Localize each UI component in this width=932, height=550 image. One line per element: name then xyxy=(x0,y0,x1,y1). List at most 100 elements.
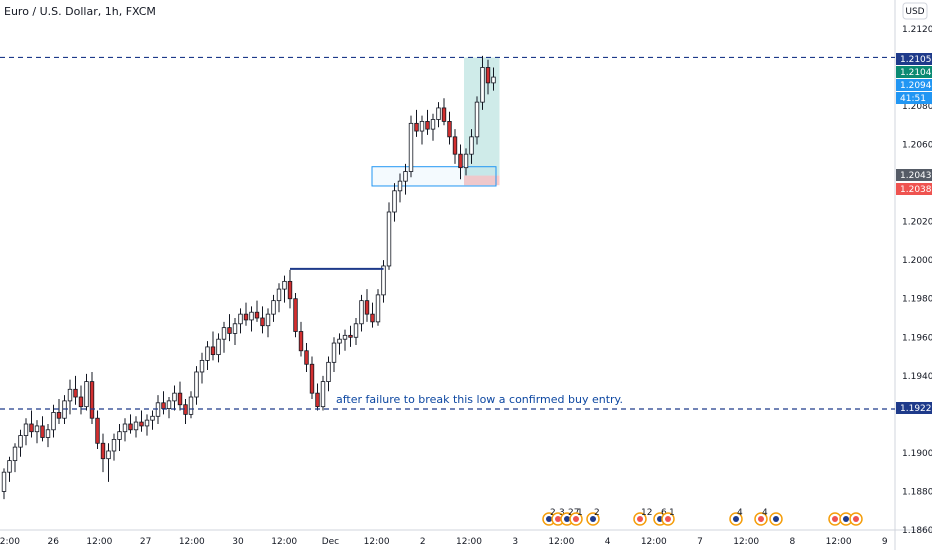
candle-body xyxy=(1,471,7,492)
candle-body xyxy=(337,338,342,344)
x-tick-label: 3 xyxy=(512,537,518,547)
candle-body xyxy=(144,419,150,427)
candle-body xyxy=(89,381,95,419)
flag-icon xyxy=(590,516,596,522)
event-badge[interactable]: 4 xyxy=(729,508,743,526)
candle-body xyxy=(161,402,166,409)
currency-button[interactable]: USD xyxy=(902,2,928,20)
event-badge[interactable]: 1 xyxy=(661,508,675,526)
candle-body xyxy=(56,412,62,419)
candle-body xyxy=(320,381,326,408)
candle-body xyxy=(139,421,144,427)
candle-body xyxy=(51,412,56,431)
event-badge[interactable]: 1 xyxy=(569,508,583,526)
x-tick-label: 12:00 xyxy=(86,537,112,547)
x-tick-label: 12:00 xyxy=(179,537,205,547)
candle-body xyxy=(282,280,287,290)
x-tick-label: 30 xyxy=(232,537,244,547)
candle-body xyxy=(67,388,73,402)
event-badge-count: 1 xyxy=(669,508,675,518)
currency-button-label: USD xyxy=(905,7,924,17)
price-tag-label: 1.21047 xyxy=(900,68,932,78)
candle-body xyxy=(100,442,106,460)
event-badge-count: 3 xyxy=(559,508,565,518)
candle-body xyxy=(95,417,100,444)
candle-body xyxy=(480,67,485,103)
event-badge-count: 2 xyxy=(594,508,600,518)
event-badge-count: 4 xyxy=(737,508,743,518)
price-tag-label: 41:51 xyxy=(900,94,926,104)
candle-body xyxy=(150,415,155,421)
event-badge[interactable] xyxy=(828,512,842,526)
candle-body xyxy=(12,446,18,462)
candle-body xyxy=(348,334,353,338)
candle-body xyxy=(78,396,84,408)
x-tick-label: 7 xyxy=(697,537,703,547)
candle-body xyxy=(199,359,205,373)
x-tick-label: 12:00 xyxy=(456,537,482,547)
candle-body xyxy=(419,121,425,132)
candle-body xyxy=(474,101,480,138)
event-badge[interactable]: 4 xyxy=(754,508,768,526)
x-tick-label: 12:00 xyxy=(0,537,20,547)
price-tag xyxy=(896,169,932,181)
candle-body xyxy=(331,342,337,363)
candles-layer xyxy=(1,55,496,500)
price-tag xyxy=(896,92,932,104)
candle-body xyxy=(298,331,304,352)
y-tick-label: 1.19800 xyxy=(902,295,932,305)
candle-body xyxy=(210,346,216,356)
flag-icon xyxy=(564,516,570,522)
price-tag-label: 1.20439 xyxy=(900,171,932,181)
flag-icon xyxy=(546,516,552,522)
event-badge-count: 1 xyxy=(577,508,583,518)
candle-body xyxy=(430,119,436,130)
candle-body xyxy=(381,265,386,296)
candle-body xyxy=(7,460,12,473)
y-tick-label: 1.19400 xyxy=(902,372,932,382)
candle-body xyxy=(254,311,260,319)
price-tag xyxy=(896,183,932,195)
event-badge[interactable]: 2 xyxy=(586,508,600,526)
x-axis-ticks: 12:00 26 12:00 27 12:00 30 12:00 Dec 12:00 2 12:00… xyxy=(0,537,888,547)
candle-body xyxy=(403,171,408,182)
candle-body xyxy=(425,121,430,130)
candle-body xyxy=(463,153,469,169)
candle-body xyxy=(304,350,309,365)
candle-body xyxy=(122,423,128,433)
event-badge-count: 12 xyxy=(641,508,652,518)
candle-body xyxy=(359,300,364,325)
candle-body xyxy=(469,136,474,155)
event-badge[interactable] xyxy=(769,512,783,526)
event-badge-count: 2 xyxy=(550,508,556,518)
y-axis-ticks: 1.18800 1.19000 1.19400 1.19600 1.19800 1.200… xyxy=(902,25,932,536)
candle-body xyxy=(45,429,51,438)
x-tick-label: 26 xyxy=(47,537,59,547)
flag-icon xyxy=(637,516,643,522)
event-badge-count: 6 xyxy=(661,508,667,518)
candle-body xyxy=(458,153,463,169)
x-tick-label: 12:00 xyxy=(271,537,297,547)
candle-body xyxy=(249,311,254,321)
candle-body xyxy=(232,323,238,334)
candle-body xyxy=(216,338,221,356)
candle-body xyxy=(309,363,315,394)
candle-body xyxy=(111,439,117,452)
event-badge[interactable]: 12 xyxy=(633,508,652,526)
candle-body xyxy=(436,107,441,120)
candle-body xyxy=(491,76,496,84)
candle-body xyxy=(364,300,370,315)
hlines-layer xyxy=(0,56,895,410)
candle-body xyxy=(375,294,381,323)
event-badges[interactable]: 232712126144 xyxy=(542,508,863,526)
candle-body xyxy=(326,361,331,382)
y-tick-label: 1.21200 xyxy=(902,25,932,35)
candle-body xyxy=(353,323,359,338)
price-tag xyxy=(896,402,932,414)
event-badge[interactable] xyxy=(849,512,863,526)
candle-body xyxy=(221,327,227,340)
candle-body xyxy=(194,371,199,398)
